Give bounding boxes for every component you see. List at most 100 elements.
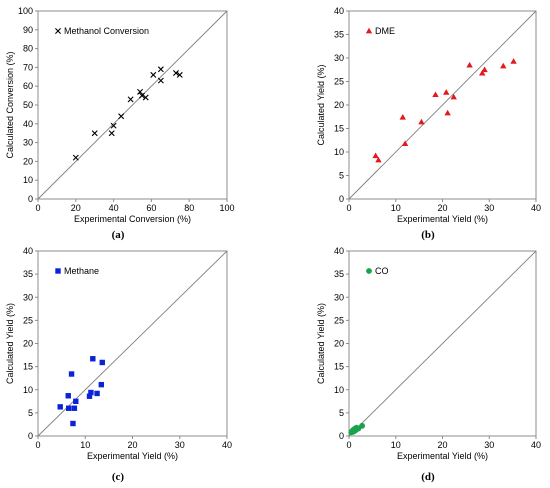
data-point <box>375 156 382 163</box>
panel-label: (c) <box>112 471 125 483</box>
legend-label: Methane <box>64 266 99 276</box>
y-axis-label: Calculated Conversion (%) <box>5 51 15 158</box>
y-tick-label: 100 <box>18 6 33 16</box>
parity-line <box>37 10 228 200</box>
data-point <box>73 398 79 405</box>
x-axis-label: Experimental Yield (%) <box>87 451 178 461</box>
data-point <box>127 96 134 103</box>
y-tick-label: 0 <box>28 194 33 204</box>
x-axis-label: Experimental Yield (%) <box>397 451 488 461</box>
y-tick-label: 60 <box>23 81 33 91</box>
data-point <box>57 404 63 410</box>
marker-stroke <box>91 130 98 137</box>
parity-line <box>37 250 228 437</box>
data-point <box>65 393 71 399</box>
data-point <box>450 93 457 100</box>
data-point <box>88 389 94 396</box>
y-tick-label: 30 <box>334 53 344 63</box>
y-tick-label: 25 <box>334 315 344 325</box>
marker-stroke <box>157 77 164 84</box>
y-tick-label: 15 <box>334 124 344 134</box>
data-point <box>68 371 75 377</box>
x-axis-label: Experimental Conversion (%) <box>74 214 191 224</box>
chart-panel-a: 0 20 40 60 80 100 0 10 20 30 40 50 60 70 80 90 100 Experi… <box>5 6 235 241</box>
legend-label: CO <box>375 266 389 276</box>
y-tick-label: 30 <box>23 292 33 302</box>
x-tick-label: 40 <box>531 203 541 213</box>
y-tick-label: 0 <box>339 194 344 204</box>
data-point <box>138 92 145 99</box>
x-tick-label: 20 <box>127 440 137 450</box>
y-tick-label: 20 <box>23 339 33 349</box>
marker-stroke <box>118 113 125 120</box>
data-point <box>481 66 488 73</box>
y-axis-label: Calculated Yield (%) <box>316 303 326 384</box>
y-tick-label: 90 <box>23 25 33 35</box>
x-tick-label: 40 <box>109 203 119 213</box>
x-tick-label: 20 <box>437 440 447 450</box>
data-point <box>500 62 507 69</box>
y-tick-label: 20 <box>334 339 344 349</box>
data-point <box>98 381 105 388</box>
legend-marker <box>366 268 372 274</box>
y-tick-label: 30 <box>334 292 344 302</box>
x-tick-label: 60 <box>146 203 156 213</box>
x-tick-label: 40 <box>531 440 541 450</box>
parity-line <box>348 250 537 437</box>
legend-label: Methanol Conversion <box>64 26 149 36</box>
y-tick-label: 25 <box>334 77 344 87</box>
x-tick-label: 0 <box>346 203 351 213</box>
y-tick-label: 40 <box>334 6 344 16</box>
x-tick-label: 30 <box>484 440 494 450</box>
x-tick-label: 80 <box>184 203 194 213</box>
y-tick-label: 30 <box>23 138 33 148</box>
marker-stroke <box>110 122 117 129</box>
data-point <box>86 393 93 399</box>
marker-stroke <box>150 71 157 78</box>
y-tick-label: 50 <box>23 100 33 110</box>
marker-stroke <box>157 66 164 73</box>
data-point <box>401 140 409 146</box>
data-point <box>444 109 451 116</box>
legend-marker <box>55 28 61 34</box>
data-point <box>66 405 72 411</box>
y-axis-label: Calculated Yield (%) <box>316 64 326 145</box>
data-point <box>110 122 117 129</box>
data-point <box>359 422 365 429</box>
x-tick-label: 30 <box>175 440 185 450</box>
marker-stroke <box>72 154 79 161</box>
x-tick-label: 20 <box>71 203 81 213</box>
data-point <box>118 113 125 120</box>
panel-label: (d) <box>421 471 435 483</box>
data-point <box>157 66 164 73</box>
data-point <box>418 118 425 125</box>
chart-panel-b: 0 10 20 30 40 0 5 10 15 20 25 30 35 40 Experimental Yi… <box>316 6 541 241</box>
data-point <box>172 70 179 77</box>
x-tick-label: 20 <box>437 203 447 213</box>
y-tick-label: 80 <box>23 44 33 54</box>
legend-marker <box>365 27 373 34</box>
x-tick-label: 10 <box>391 440 401 450</box>
marker-stroke <box>172 70 179 77</box>
data-point <box>372 152 379 159</box>
y-tick-label: 35 <box>334 269 344 279</box>
marker-stroke <box>108 130 115 137</box>
data-point <box>176 71 183 78</box>
chart-panel-d: 0 10 20 30 40 0 5 10 15 20 25 30 35 40 Experimental Yi… <box>316 246 541 483</box>
data-point <box>70 420 76 427</box>
marker-stroke <box>176 71 183 78</box>
data-point <box>150 71 157 78</box>
data-point <box>443 89 450 95</box>
x-axis-label: Experimental Yield (%) <box>397 214 488 224</box>
y-tick-label: 40 <box>334 246 344 256</box>
marker-stroke <box>137 88 144 95</box>
x-tick-label: 100 <box>219 203 234 213</box>
y-tick-label: 15 <box>334 362 344 372</box>
legend-marker <box>55 268 61 274</box>
data-point <box>108 130 115 137</box>
y-tick-label: 70 <box>23 62 33 72</box>
data-point <box>72 154 79 161</box>
panel-label: (a) <box>112 229 125 241</box>
x-tick-label: 0 <box>35 440 40 450</box>
